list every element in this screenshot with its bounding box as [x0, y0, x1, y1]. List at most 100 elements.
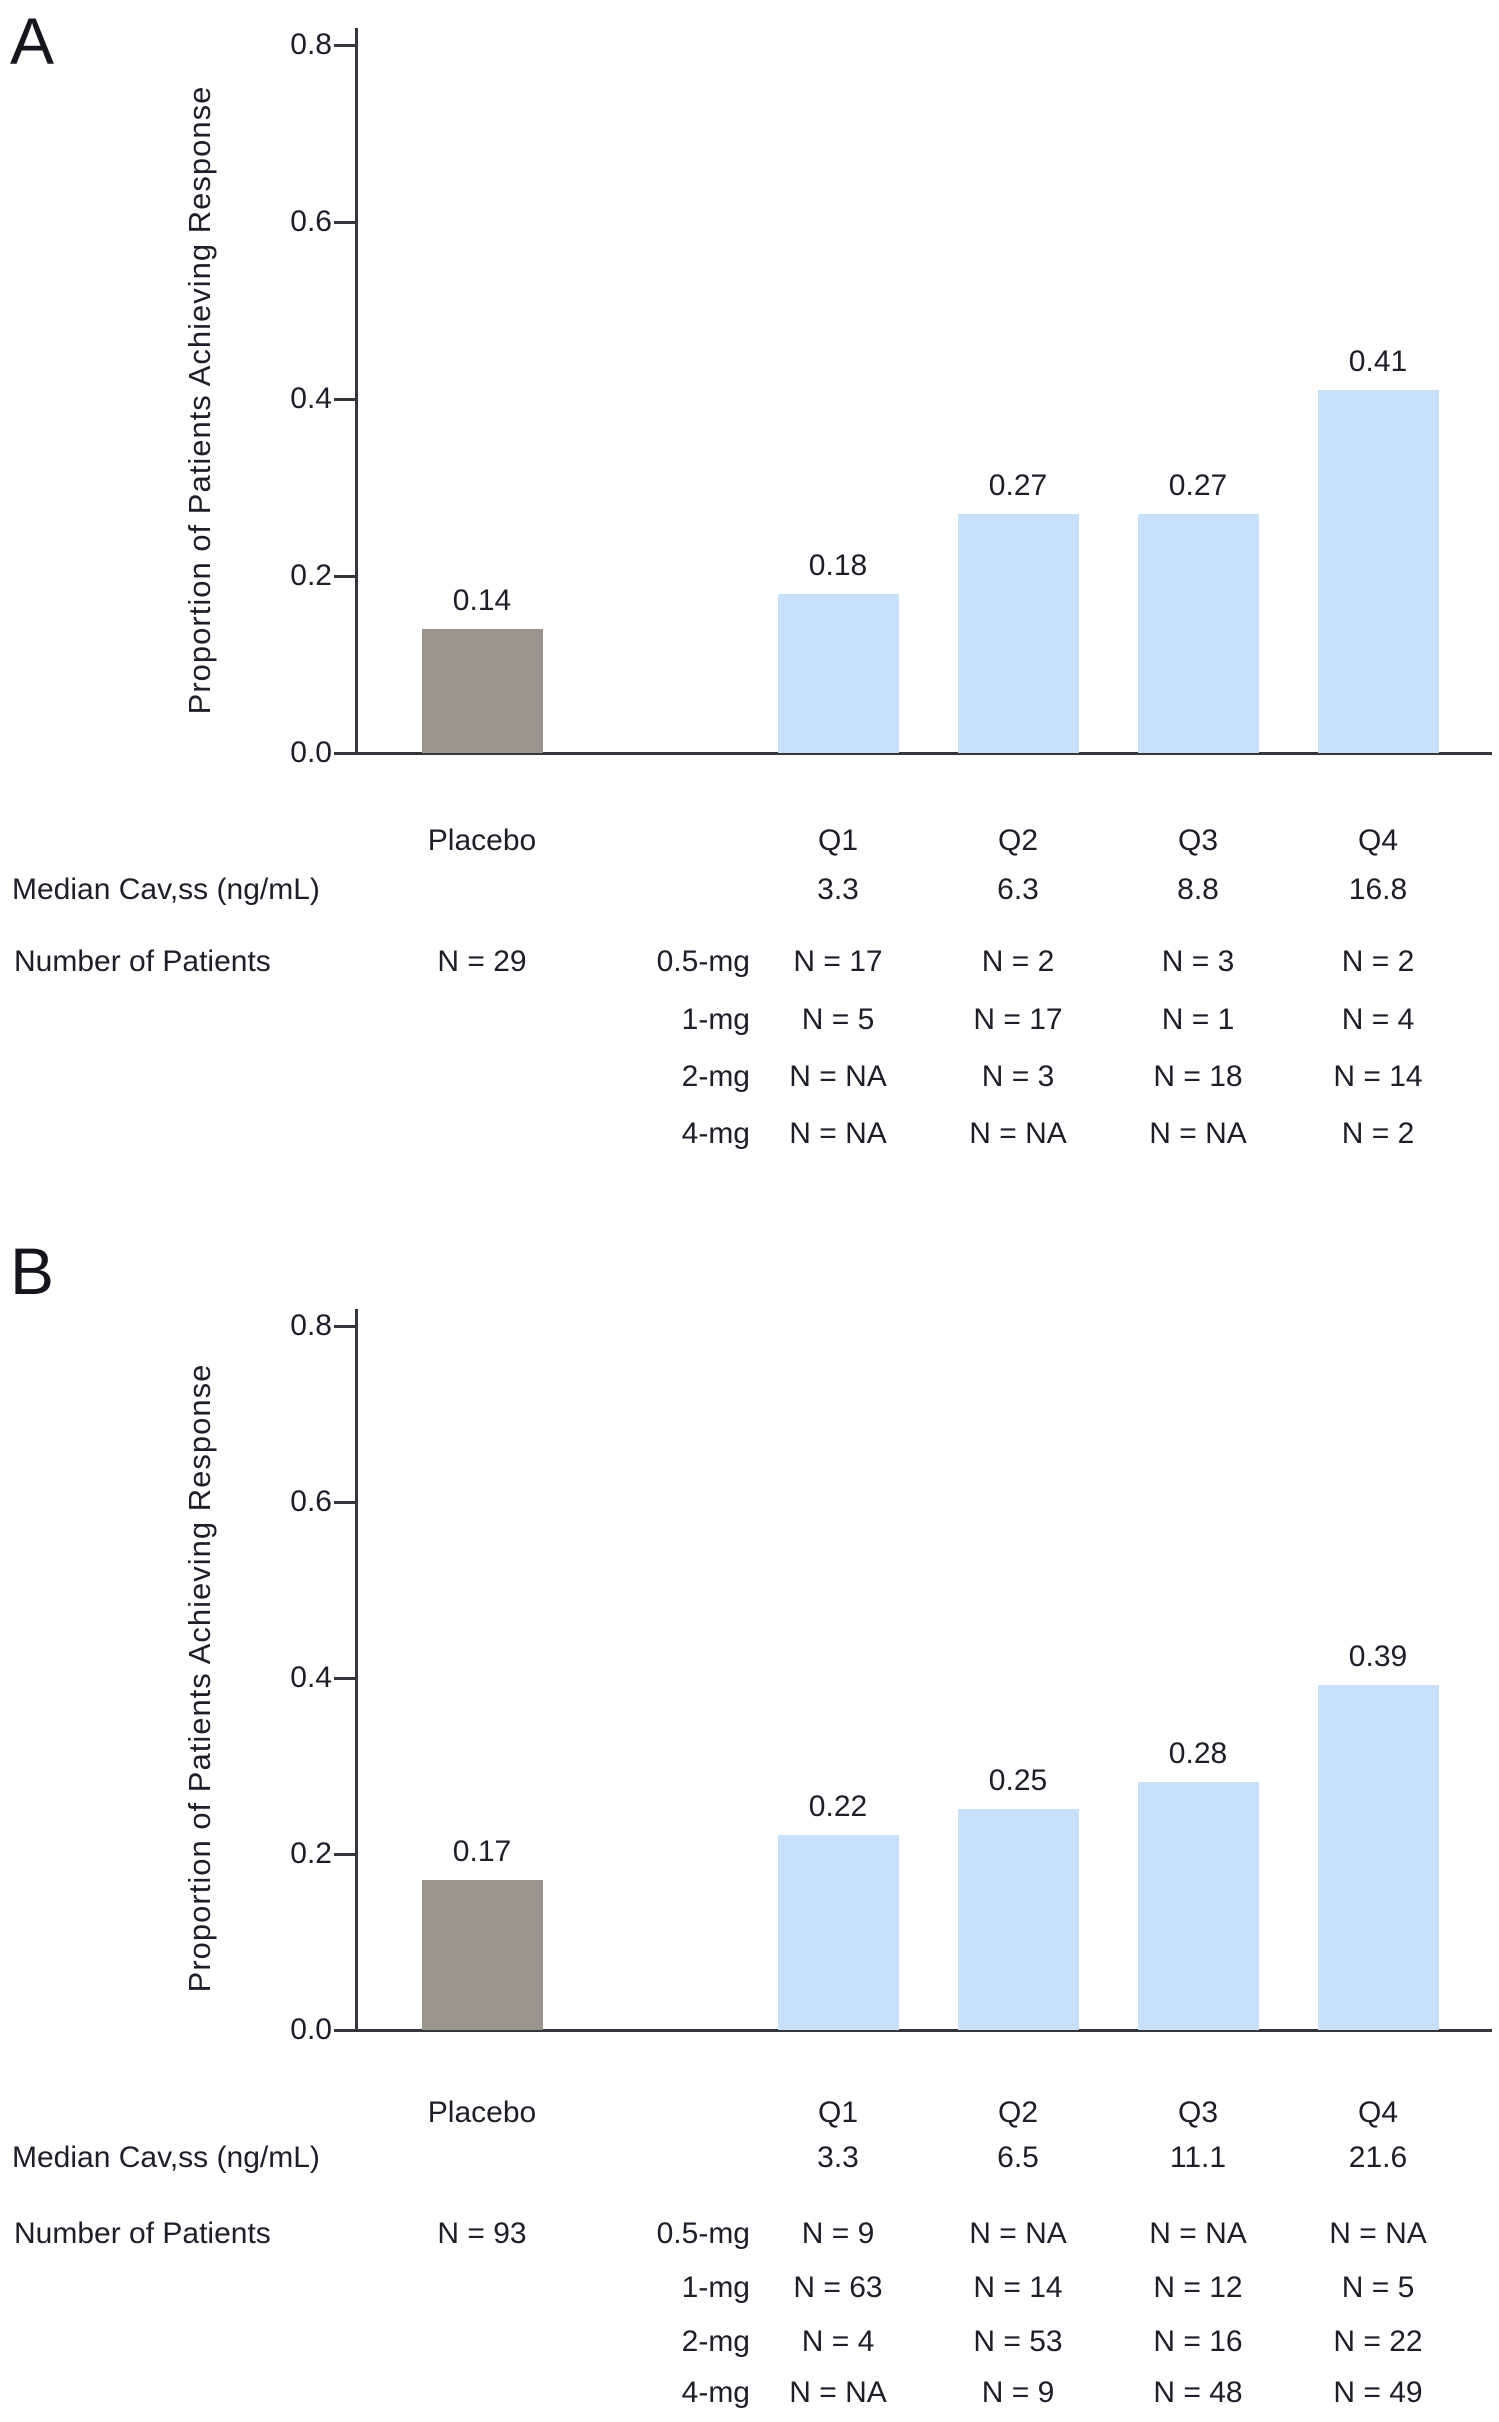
dose-n-value: N = 14 — [973, 2271, 1063, 2304]
dose-n-value: N = 17 — [793, 945, 883, 978]
median-value: 6.3 — [997, 873, 1039, 906]
dose-n-value: N = 63 — [793, 2271, 883, 2304]
y-axis-label: Proportion of Patients Achieving Respons… — [182, 1363, 217, 1993]
dose-n-value: N = 2 — [981, 945, 1055, 978]
y-tick-label: 0.4 — [290, 1661, 332, 1694]
dose-n-value: N = NA — [1149, 2217, 1247, 2250]
bar-value-label: 0.22 — [808, 1790, 868, 1823]
dose-n-value: N = NA — [789, 1117, 887, 1150]
dose-n-value: N = 3 — [1161, 945, 1235, 978]
median-row-label: Median Cav,ss (ng/mL) — [12, 873, 320, 906]
x-category-label: Q4 — [1357, 2096, 1399, 2129]
dose-n-value: N = 2 — [1341, 945, 1415, 978]
bar-value-label: 0.17 — [452, 1835, 512, 1868]
y-axis-line — [355, 28, 358, 755]
bar-q4 — [1318, 390, 1439, 753]
y-tick-label: 0.2 — [290, 559, 332, 592]
bar-placebo — [422, 629, 543, 753]
dose-n-value: N = 4 — [801, 2325, 875, 2358]
dose-n-value: N = NA — [969, 2217, 1067, 2250]
median-value: 8.8 — [1177, 873, 1219, 906]
dose-row-label: 2-mg — [681, 1060, 750, 1093]
x-axis-line — [355, 2029, 1492, 2032]
y-tick-mark — [334, 44, 357, 47]
y-tick-mark — [334, 2029, 357, 2032]
bar-q4 — [1318, 1685, 1439, 2030]
y-tick-label: 0.4 — [290, 382, 332, 415]
dose-row-label: 4-mg — [681, 2376, 750, 2409]
x-category-label: Q1 — [817, 2096, 859, 2129]
dose-n-value: N = 12 — [1153, 2271, 1243, 2304]
y-tick-label: 0.0 — [290, 736, 332, 769]
dose-n-value: N = 2 — [1341, 1117, 1415, 1150]
median-value: 16.8 — [1348, 873, 1408, 906]
x-category-label: Q2 — [997, 2096, 1039, 2129]
panel-a-label: A — [10, 4, 55, 78]
y-tick-mark — [334, 398, 357, 401]
bar-value-label: 0.39 — [1348, 1640, 1408, 1673]
dose-n-value: N = 14 — [1333, 1060, 1423, 1093]
dose-n-value: N = 9 — [801, 2217, 875, 2250]
bar-q3 — [1138, 514, 1259, 753]
bar-q3 — [1138, 1782, 1259, 2030]
y-axis-line — [355, 1309, 358, 2032]
x-category-label: Q3 — [1177, 824, 1219, 857]
x-axis-line — [355, 752, 1492, 755]
placebo-n-value: N = 29 — [437, 945, 527, 978]
y-tick-mark — [334, 221, 357, 224]
dose-n-value: N = 18 — [1153, 1060, 1243, 1093]
dose-n-value: N = 1 — [1161, 1003, 1235, 1036]
bar-value-label: 0.27 — [1168, 469, 1228, 502]
dose-n-value: N = 22 — [1333, 2325, 1423, 2358]
dose-n-value: N = 48 — [1153, 2376, 1243, 2409]
dose-n-value: N = NA — [969, 1117, 1067, 1150]
bar-q1 — [778, 594, 899, 753]
y-tick-label: 0.6 — [290, 1485, 332, 1518]
dose-n-value: N = 3 — [981, 1060, 1055, 1093]
bar-value-label: 0.18 — [808, 549, 868, 582]
y-tick-mark — [334, 752, 357, 755]
median-row-label: Median Cav,ss (ng/mL) — [12, 2141, 320, 2174]
placebo-n-value: N = 93 — [437, 2217, 527, 2250]
y-tick-mark — [334, 1325, 357, 1328]
bar-q2 — [958, 514, 1079, 753]
bar-value-label: 0.27 — [988, 469, 1048, 502]
y-tick-label: 0.2 — [290, 1837, 332, 1870]
panel-b-label: B — [10, 1234, 55, 1308]
dose-n-value: N = 5 — [1341, 2271, 1415, 2304]
y-tick-label: 0.8 — [290, 1309, 332, 1342]
dose-row-label: 0.5-mg — [656, 2217, 750, 2250]
dose-n-value: N = 9 — [981, 2376, 1055, 2409]
dose-n-value: N = 17 — [973, 1003, 1063, 1036]
dose-row-label: 0.5-mg — [656, 945, 750, 978]
x-category-label: Placebo — [427, 824, 537, 857]
dose-row-label: 4-mg — [681, 1117, 750, 1150]
dose-n-value: N = NA — [1329, 2217, 1427, 2250]
x-category-label: Q3 — [1177, 2096, 1219, 2129]
y-tick-mark — [334, 1853, 357, 1856]
median-value: 3.3 — [817, 873, 859, 906]
dose-n-value: N = 53 — [973, 2325, 1063, 2358]
bar-value-label: 0.28 — [1168, 1737, 1228, 1770]
y-tick-label: 0.6 — [290, 205, 332, 238]
x-category-label: Placebo — [427, 2096, 537, 2129]
median-value: 11.1 — [1169, 2141, 1227, 2174]
median-value: 6.5 — [997, 2141, 1039, 2174]
dose-n-value: N = NA — [1149, 1117, 1247, 1150]
patients-row-label: Number of Patients — [14, 2217, 271, 2250]
dose-n-value: N = 49 — [1333, 2376, 1423, 2409]
dose-n-value: N = 16 — [1153, 2325, 1243, 2358]
y-axis-label: Proportion of Patients Achieving Respons… — [182, 85, 217, 715]
dose-n-value: N = 5 — [801, 1003, 875, 1036]
bar-value-label: 0.41 — [1348, 345, 1408, 378]
y-tick-label: 0.0 — [290, 2013, 332, 2046]
dose-n-value: N = 4 — [1341, 1003, 1415, 1036]
bar-q1 — [778, 1835, 899, 2030]
patients-row-label: Number of Patients — [14, 945, 271, 978]
bar-value-label: 0.14 — [452, 584, 512, 617]
dose-row-label: 2-mg — [681, 2325, 750, 2358]
y-tick-mark — [334, 575, 357, 578]
dose-n-value: N = NA — [789, 1060, 887, 1093]
dose-row-label: 1-mg — [681, 1003, 750, 1036]
